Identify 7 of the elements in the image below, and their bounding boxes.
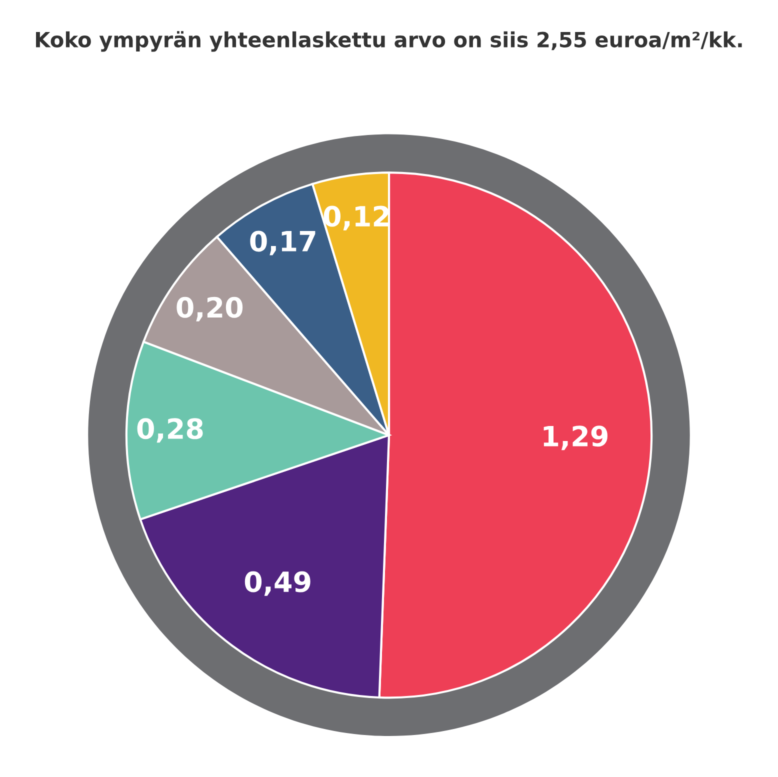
- data-label: 0,12: [324, 206, 389, 230]
- chart-title: Koko ympyrän yhteenlaskettu arvo on siis 2,55 euroa/m²/kk.: [36, 31, 742, 52]
- data-label: 0,28: [137, 418, 203, 443]
- data-label: 0,20: [176, 296, 243, 322]
- data-label: 1,29: [544, 426, 608, 450]
- data-label: 0,49: [244, 571, 310, 596]
- data-label: 0,17: [250, 230, 316, 256]
